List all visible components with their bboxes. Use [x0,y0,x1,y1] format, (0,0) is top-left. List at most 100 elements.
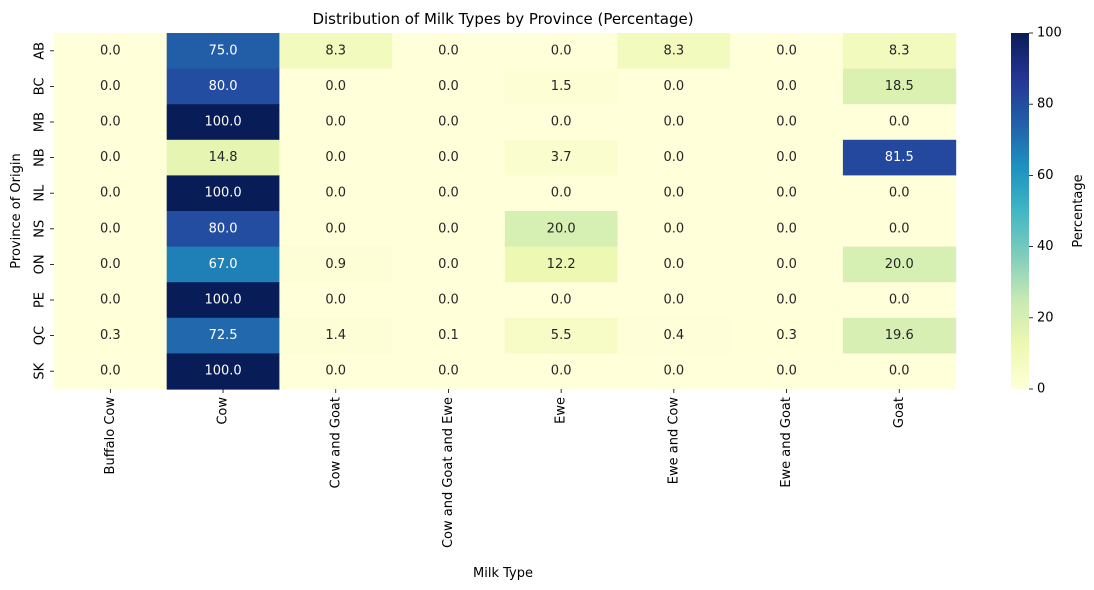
cell-value-label: 0.0 [551,43,572,58]
heatmap-cell [617,211,731,248]
cell-value-label: 8.3 [889,43,910,58]
cell-value-label: 100.0 [204,293,241,308]
heatmap-cell [504,175,619,212]
cell-value-label: 0.0 [438,43,459,58]
cell-value-label: 0.0 [889,293,910,308]
cell-value-label: 0.0 [325,115,346,130]
heatmap-cell [842,175,957,212]
x-tick-label: Ewe and Cow [666,397,681,485]
heatmap-cell [617,353,731,390]
cell-value-label: 0.4 [664,328,685,343]
cell-value-label: 0.0 [776,257,797,272]
heatmap-cell [54,139,168,176]
heatmap-cell [617,104,731,141]
cell-value-label: 0.0 [776,79,797,94]
heatmap-cell [392,246,506,283]
heatmap-cell [54,175,168,212]
cell-value-label: 0.0 [664,293,685,308]
x-tick-label: Cow [216,397,231,425]
cell-value-label: 1.4 [325,328,346,343]
cell-value-label: 0.0 [325,186,346,201]
cell-value-label: 0.0 [776,115,797,130]
cell-value-label: 0.0 [889,221,910,236]
cell-value-label: 0.0 [100,43,121,58]
cell-value-label: 0.0 [100,150,121,165]
heatmap-cell [279,353,393,390]
cell-value-label: 0.0 [438,186,459,201]
cell-value-label: 80.0 [209,221,238,236]
heatmap-cell [54,211,168,248]
heatmap-cell [730,68,844,105]
heatmap-cell [392,282,506,319]
cell-value-label: 0.0 [100,79,121,94]
cell-value-label: 0.0 [438,364,459,379]
cell-value-label: 0.0 [664,79,685,94]
heatmap-cell [730,175,844,212]
heatmap-cell [504,353,619,390]
cell-value-label: 67.0 [209,257,238,272]
heatmap-cell [617,175,731,212]
cell-value-label: 0.0 [325,293,346,308]
cell-value-label: 14.8 [209,150,238,165]
heatmap-cell [730,317,844,354]
cell-value-label: 0.1 [438,328,459,343]
cell-value-label: 100.0 [204,115,241,130]
cell-value-label: 0.0 [438,221,459,236]
heatmap-cell [730,139,844,176]
x-axis-ticks: Buffalo Cow Cow Cow and Goat Cow and Goat a… [103,389,907,548]
colorbar-scale [1011,33,1029,389]
heatmap-cell [392,211,506,248]
heatmap-cell [842,246,957,283]
heatmap-cell [842,317,957,354]
cell-value-label: 0.0 [100,257,121,272]
y-axis-label: Province of Origin [9,153,24,268]
cell-value-label: 0.0 [325,221,346,236]
cell-value-label: 0.0 [889,364,910,379]
colorbar-tick-label: 80 [1037,97,1054,112]
cell-value-label: 75.0 [209,43,238,58]
colorbar: 0 20 40 60 80 100 Percentage [1011,26,1086,397]
cell-value-label: 0.0 [776,293,797,308]
cell-value-label: 12.2 [547,257,576,272]
cell-value-label: 20.0 [885,257,914,272]
heatmap-cell [279,33,393,70]
x-tick-label: Ewe and Goat [779,397,794,488]
chart-title: Distribution of Milk Types by Province (… [312,10,693,28]
heatmap-cell [166,139,280,176]
y-tick-label: QC [33,326,48,345]
heatmap-cell [166,104,280,141]
cell-value-label: 0.0 [664,221,685,236]
x-tick-label: Cow and Goat [328,397,343,488]
cell-value-label: 80.0 [209,79,238,94]
heatmap-cell [166,317,280,354]
cell-value-label: 0.0 [100,364,121,379]
heatmap-cell [279,282,393,319]
colorbar-label: Percentage [1071,174,1086,247]
heatmap-cell [504,33,619,70]
y-tick-label: NL [33,184,48,202]
colorbar-tick-label: 100 [1037,26,1062,41]
cell-value-labels: 0.0 75.0 8.3 0.0 0.0 8.3 0.0 8.3 0.0 80.0 0.0 0.0 1.… [100,43,914,378]
heatmap-cell [392,33,506,70]
cell-value-label: 0.0 [889,186,910,201]
heatmap-cell [279,246,393,283]
cell-value-label: 0.0 [438,79,459,94]
heatmap-cell [504,317,619,354]
cell-value-label: 0.0 [776,186,797,201]
heatmap-cell [279,317,393,354]
cell-value-label: 0.0 [551,293,572,308]
cell-value-label: 3.7 [551,150,572,165]
heatmap-cell [842,139,957,176]
heatmap-cell [730,282,844,319]
colorbar-tick-label: 0 [1037,382,1045,397]
heatmap-cell [504,139,619,176]
heatmap-cell [842,282,957,319]
y-tick-label: BC [33,78,48,96]
cell-value-label: 8.3 [325,43,346,58]
heatmap-cell [166,175,280,212]
cell-value-label: 0.0 [325,364,346,379]
heatmap-cell [166,68,280,105]
heatmap-cell [279,68,393,105]
heatmap-cell [392,317,506,354]
